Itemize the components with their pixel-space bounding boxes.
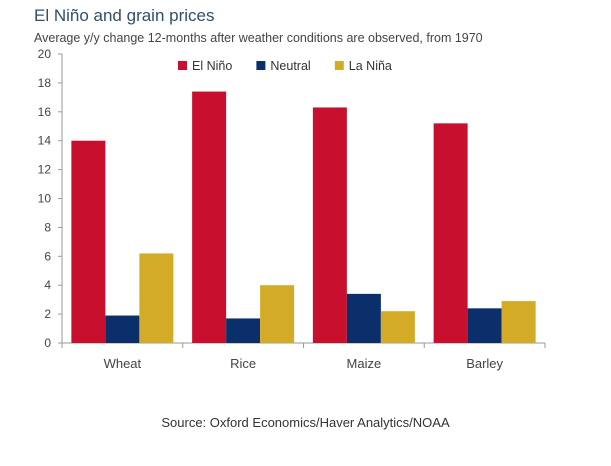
y-tick-label: 10 (38, 192, 52, 206)
bar-maize-1 (346, 293, 381, 343)
legend-swatch (178, 61, 187, 70)
bar-rice-2 (260, 285, 295, 343)
legend: El Niño Neutral La Niña (178, 59, 392, 73)
y-tick-label: 8 (44, 220, 51, 234)
y-tick-label: 16 (38, 105, 52, 119)
bar-barley-1 (467, 308, 502, 343)
bar-barley-0 (433, 123, 468, 343)
chart-subtitle: Average y/y change 12-months after weath… (34, 31, 483, 45)
legend-swatch (334, 61, 344, 70)
bar-maize-2 (380, 311, 415, 343)
y-tick-label: 14 (38, 134, 52, 148)
chart-title: El Niño and grain prices (34, 6, 215, 25)
bar-rice-1 (226, 318, 261, 343)
y-tick-label: 12 (38, 163, 52, 177)
bar-chart: 0 2 4 6 8 10 12 14 16 18 20 Wheat Rice Maize Barley E… (38, 47, 546, 371)
y-tick-label: 6 (44, 249, 51, 263)
x-category-label: Wheat (104, 356, 142, 371)
legend-label: El Niño (192, 59, 232, 73)
bar-maize-0 (312, 107, 347, 343)
legend-label: La Niña (349, 59, 392, 73)
bar-wheat-1 (105, 315, 140, 343)
legend-swatch (256, 61, 266, 70)
x-category-label: Maize (347, 356, 382, 371)
source-note: Source: Oxford Economics/Haver Analytics… (161, 415, 450, 430)
y-tick-label: 4 (44, 278, 51, 292)
x-category-label: Rice (230, 356, 256, 371)
y-tick-label: 20 (38, 47, 52, 61)
y-axis: 0 2 4 6 8 10 12 14 16 18 20 (38, 47, 63, 350)
x-axis: Wheat Rice Maize Barley (61, 342, 546, 371)
bar-rice-0 (192, 91, 227, 343)
bars (71, 91, 536, 343)
y-tick-label: 2 (44, 307, 51, 321)
bar-wheat-2 (139, 253, 174, 343)
legend-label: Neutral (270, 59, 310, 73)
bar-barley-2 (501, 301, 536, 343)
y-tick-label: 18 (38, 76, 52, 90)
x-category-label: Barley (466, 356, 503, 371)
bar-wheat-0 (71, 140, 106, 343)
y-tick-label: 0 (44, 336, 51, 350)
